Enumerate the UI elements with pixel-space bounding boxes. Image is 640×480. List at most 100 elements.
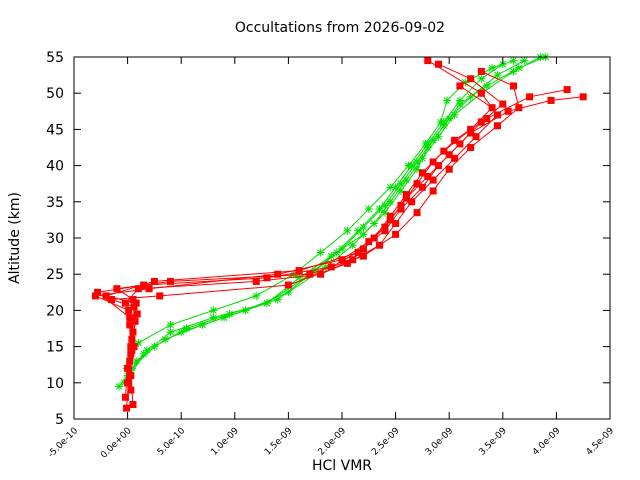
data-point — [413, 165, 422, 174]
data-point — [455, 100, 464, 109]
series-red-6 — [94, 86, 571, 409]
x-tick-label: 2.0e-09 — [317, 426, 349, 458]
data-point — [424, 57, 432, 65]
data-point — [493, 111, 501, 119]
data-point — [402, 176, 411, 185]
data-point — [467, 144, 475, 151]
data-point — [359, 245, 367, 253]
data-point — [482, 81, 491, 90]
y-tick-label: 15 — [46, 340, 64, 356]
data-point — [123, 404, 131, 412]
y-tick-label: 45 — [46, 122, 64, 138]
data-point — [380, 208, 389, 217]
data-point — [129, 296, 137, 304]
series-green-2 — [123, 53, 545, 384]
data-point — [127, 386, 135, 394]
data-point — [386, 183, 395, 192]
data-point — [365, 238, 373, 246]
data-point — [381, 227, 389, 235]
data-point — [424, 172, 432, 180]
data-point — [209, 313, 218, 322]
data-point — [443, 96, 452, 105]
data-point — [413, 180, 421, 188]
data-point — [125, 306, 133, 314]
series-green-1 — [120, 56, 529, 387]
series-red-8 — [108, 57, 501, 394]
data-point — [413, 209, 421, 217]
data-point — [526, 93, 534, 101]
data-point — [177, 328, 186, 337]
data-point — [396, 186, 405, 195]
y-tick-label: 35 — [46, 195, 64, 211]
data-point — [461, 78, 470, 87]
plot-frame — [73, 56, 611, 420]
data-point — [129, 401, 137, 409]
data-point — [126, 321, 134, 329]
data-point — [439, 121, 448, 130]
data-point — [421, 139, 430, 148]
series-green-0 — [115, 60, 507, 391]
data-point — [396, 179, 405, 188]
data-point — [132, 357, 141, 366]
y-tick-label: 40 — [46, 159, 64, 175]
data-point — [477, 89, 485, 97]
data-point — [252, 291, 261, 300]
data-point — [91, 292, 99, 300]
data-point — [402, 191, 410, 199]
y-tick-label: 55 — [46, 50, 64, 66]
data-point — [504, 107, 512, 115]
series-line — [118, 63, 504, 387]
data-point — [131, 317, 139, 325]
x-tick-label: -5.0e-10 — [46, 426, 80, 460]
data-point — [510, 82, 518, 90]
data-point — [493, 71, 502, 80]
data-point — [392, 220, 400, 228]
data-point — [386, 212, 394, 220]
data-point — [139, 349, 148, 358]
data-point — [359, 223, 368, 232]
data-point — [429, 187, 437, 195]
data-point — [134, 285, 142, 293]
data-point — [467, 75, 475, 83]
data-point — [386, 216, 394, 224]
y-tick-label: 10 — [46, 376, 64, 392]
data-point — [156, 292, 164, 300]
data-point — [436, 118, 445, 127]
data-point — [108, 296, 116, 304]
x-axis-label: HCl VMR — [312, 458, 372, 474]
data-point — [295, 267, 303, 275]
x-tick-label: 4.5e-09 — [585, 426, 617, 458]
data-point — [563, 86, 571, 94]
data-point — [418, 183, 426, 191]
data-point — [126, 372, 134, 380]
data-point — [166, 328, 175, 337]
data-point — [338, 256, 346, 264]
data-point — [456, 82, 464, 90]
data-point — [124, 379, 132, 387]
data-point — [515, 104, 523, 112]
data-point — [488, 63, 497, 72]
series-line — [96, 89, 568, 405]
data-point — [477, 67, 485, 75]
data-point — [434, 162, 442, 170]
data-point — [127, 343, 135, 351]
data-point — [327, 252, 336, 261]
y-tick-label: 30 — [46, 231, 64, 247]
x-tick-label: 3.5e-09 — [477, 426, 509, 458]
data-point — [225, 310, 234, 319]
series-line — [93, 96, 584, 398]
y-tick-label: 20 — [46, 303, 64, 319]
data-point — [128, 346, 136, 354]
data-point — [499, 100, 507, 108]
data-point — [306, 270, 314, 278]
y-tick-label: 25 — [46, 267, 64, 283]
data-point — [150, 277, 158, 285]
data-point — [547, 96, 555, 104]
data-point — [380, 201, 389, 210]
data-point — [311, 266, 320, 275]
data-point — [429, 158, 437, 166]
data-point — [451, 154, 459, 162]
data-point — [434, 132, 443, 141]
data-point — [115, 382, 124, 391]
data-point — [343, 226, 352, 235]
